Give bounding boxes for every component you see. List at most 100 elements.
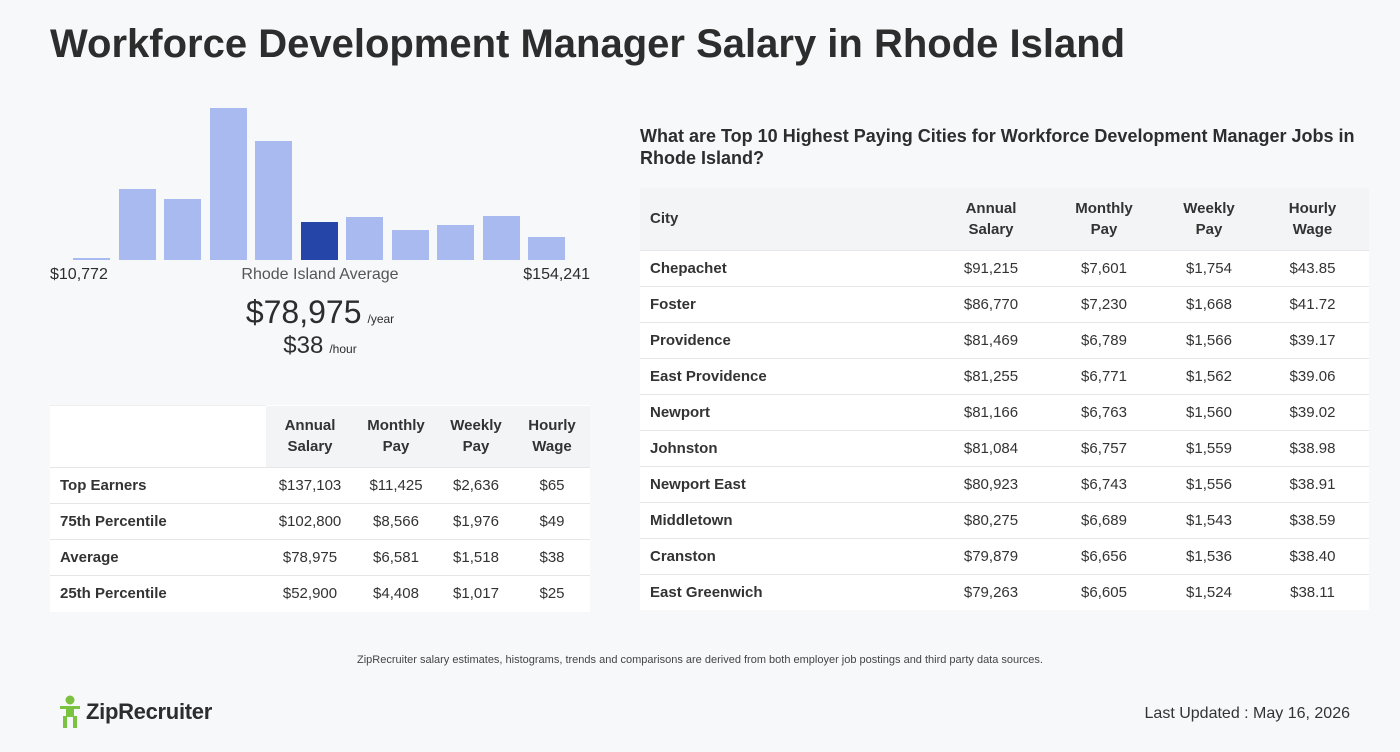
table-cell: $39.06 [1256, 357, 1369, 394]
table-row: Top Earners $137,103 $11,425 $2,636 $65 [50, 467, 590, 504]
percentile-table: Annual Salary Monthly Pay Weekly Pay Hourly… [50, 405, 590, 612]
percentile-header-monthly: Monthly Pay [354, 405, 438, 468]
salary-histogram [50, 95, 590, 260]
page-title: Workforce Development Manager Salary in … [50, 22, 1126, 66]
row-label: 75th Percentile [50, 503, 266, 540]
row-label: Top Earners [50, 467, 266, 504]
table-cell: $91,215 [936, 249, 1046, 286]
table-cell: $137,103 [266, 467, 354, 504]
table-cell: $11,425 [354, 467, 438, 504]
table-cell: $38 [514, 539, 590, 576]
city-name: Providence [640, 321, 936, 358]
table-cell: $1,976 [438, 503, 514, 540]
table-row: East Providence $81,255 $6,771 $1,562 $39.06 [640, 357, 1369, 394]
table-cell: $6,689 [1046, 501, 1162, 538]
histogram-bar [255, 141, 292, 260]
table-row: Johnston $81,084 $6,757 $1,559 $38.98 [640, 429, 1369, 466]
row-label: 25th Percentile [50, 575, 266, 612]
table-row: Newport $81,166 $6,763 $1,560 $39.02 [640, 393, 1369, 430]
histogram-max-label: $154,241 [523, 266, 590, 283]
histogram-bar [118, 189, 156, 260]
table-cell: $8,566 [354, 503, 438, 540]
table-cell: $39.02 [1256, 393, 1369, 430]
histogram-bar [164, 199, 201, 260]
last-updated: Last Updated : May 16, 2026 [1144, 705, 1350, 722]
cities-header-monthly: Monthly Pay [1046, 188, 1162, 250]
table-cell: $78,975 [266, 539, 354, 576]
table-cell: $6,581 [354, 539, 438, 576]
percentile-header-hourly: Hourly Wage [514, 405, 590, 468]
table-cell: $6,605 [1046, 573, 1162, 610]
city-name: Johnston [640, 429, 936, 466]
table-cell: $79,879 [936, 537, 1046, 574]
table-row: 75th Percentile $102,800 $8,566 $1,976 $49 [50, 503, 590, 540]
logo-text: ZipRecruiter [86, 699, 212, 724]
ziprecruiter-person-icon [60, 695, 80, 728]
table-row: Average $78,975 $6,581 $1,518 $38 [50, 539, 590, 576]
table-cell: $81,255 [936, 357, 1046, 394]
table-row: 25th Percentile $52,900 $4,408 $1,017 $25 [50, 575, 590, 612]
percentile-header-weekly: Weekly Pay [438, 405, 514, 468]
table-cell: $1,560 [1162, 393, 1256, 430]
percentile-header-blank [50, 405, 266, 468]
histogram-bar [528, 237, 565, 260]
table-cell: $2,636 [438, 467, 514, 504]
city-name: Foster [640, 285, 936, 322]
table-cell: $102,800 [266, 503, 354, 540]
table-cell: $80,923 [936, 465, 1046, 502]
table-cell: $81,084 [936, 429, 1046, 466]
percentile-table-header: Annual Salary Monthly Pay Weekly Pay Hourly… [50, 405, 590, 468]
table-cell: $38.40 [1256, 537, 1369, 574]
table-row: East Greenwich $79,263 $6,605 $1,524 $38.11 [640, 573, 1369, 610]
table-cell: $1,668 [1162, 285, 1256, 322]
average-hourly-value: $38 [283, 332, 324, 359]
table-cell: $49 [514, 503, 590, 540]
table-cell: $39.17 [1256, 321, 1369, 358]
cities-header-weekly: Weekly Pay [1162, 188, 1256, 250]
table-cell: $52,900 [266, 575, 354, 612]
average-yearly-unit: /year [367, 312, 395, 326]
average-hourly: $38/hour [50, 332, 590, 360]
table-cell: $6,789 [1046, 321, 1162, 358]
cities-table: City Annual Salary Monthly Pay Weekly Pay H… [640, 188, 1369, 610]
table-cell: $38.91 [1256, 465, 1369, 502]
city-name: Middletown [640, 501, 936, 538]
city-name: Cranston [640, 537, 936, 574]
table-cell: $7,601 [1046, 249, 1162, 286]
table-cell: $79,263 [936, 573, 1046, 610]
percentile-header-annual: Annual Salary [266, 405, 354, 468]
table-cell: $1,559 [1162, 429, 1256, 466]
table-cell: $38.59 [1256, 501, 1369, 538]
table-cell: $1,543 [1162, 501, 1256, 538]
histogram-bar [300, 222, 338, 260]
table-cell: $38.98 [1256, 429, 1369, 466]
histogram-bar [209, 108, 247, 260]
city-name: Chepachet [640, 249, 936, 286]
histogram-bar [391, 230, 429, 260]
table-cell: $1,566 [1162, 321, 1256, 358]
average-yearly: $78,975/year [50, 294, 590, 331]
average-yearly-value: $78,975 [245, 294, 362, 330]
table-row: Foster $86,770 $7,230 $1,668 $41.72 [640, 285, 1369, 322]
city-name: East Greenwich [640, 573, 936, 610]
table-row: Chepachet $91,215 $7,601 $1,754 $43.85 [640, 249, 1369, 286]
city-name: Newport East [640, 465, 936, 502]
table-cell: $86,770 [936, 285, 1046, 322]
table-cell: $1,017 [438, 575, 514, 612]
table-cell: $43.85 [1256, 249, 1369, 286]
city-name: East Providence [640, 357, 936, 394]
histogram-bar [437, 225, 474, 260]
ziprecruiter-logo[interactable]: ZipRecruiter [58, 695, 212, 729]
table-cell: $1,556 [1162, 465, 1256, 502]
table-cell: $25 [514, 575, 590, 612]
table-cell: $6,757 [1046, 429, 1162, 466]
table-cell: $41.72 [1256, 285, 1369, 322]
histogram-center-label: Rhode Island Average [241, 266, 399, 283]
table-cell: $6,771 [1046, 357, 1162, 394]
table-row: Providence $81,469 $6,789 $1,566 $39.17 [640, 321, 1369, 358]
histogram-bar [73, 258, 110, 260]
city-name: Newport [640, 393, 936, 430]
histogram-min-label: $10,772 [50, 266, 108, 283]
table-cell: $80,275 [936, 501, 1046, 538]
histogram-bar [346, 217, 383, 260]
